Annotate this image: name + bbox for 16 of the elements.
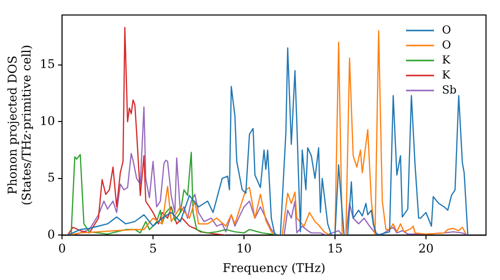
x-tick-label: 15 [327,242,343,256]
y-tick-label: 5 [47,170,56,185]
x-tick-label: 0 [58,242,66,256]
legend-label: K [442,68,451,82]
legend-label: O [442,38,452,52]
y-tick-label: 0 [47,227,56,242]
y-axis-title: Phonon projected DOS (States/THz·primitive cell) [5,44,34,206]
y-tick-label: 10 [40,114,56,128]
legend-label: Sb [442,83,457,96]
y-tick-label: 15 [40,57,56,72]
x-tick-label: 10 [236,242,252,256]
x-tick-label: 5 [149,242,157,256]
legend-label: O [442,23,452,36]
x-tick-label: 20 [418,242,434,256]
legend-label: K [442,53,451,66]
x-axis-title: Frequency (THz) [222,260,326,275]
